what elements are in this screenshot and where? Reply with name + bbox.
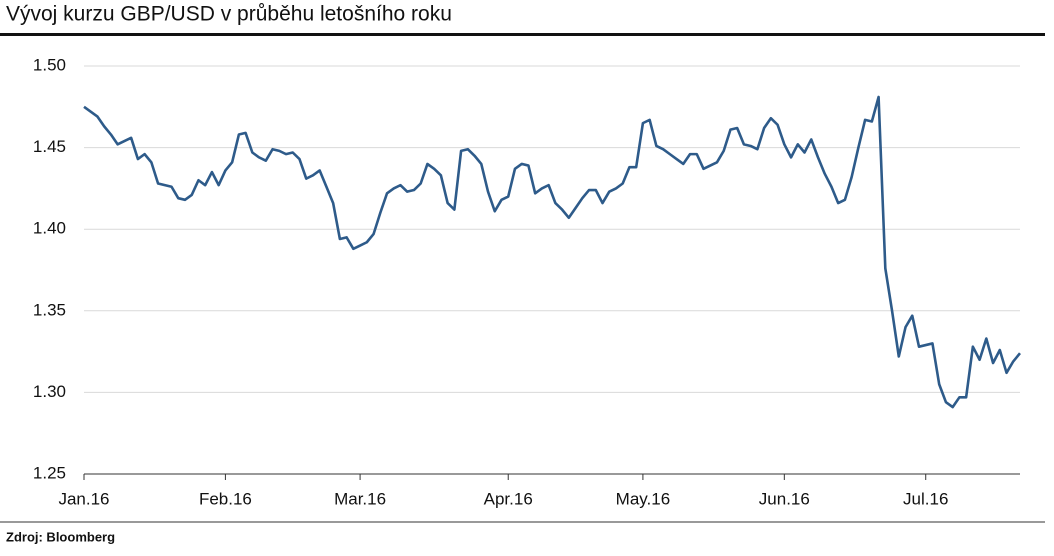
y-tick-label: 1.25: [33, 463, 66, 482]
x-tick-label: Jul.16: [903, 489, 948, 508]
y-tick-label: 1.50: [33, 55, 66, 74]
chart-title: Vývoj kurzu GBP/USD v průběhu letošního …: [6, 3, 452, 26]
y-tick-label: 1.35: [33, 300, 66, 319]
x-tick-label: Jan.16: [58, 489, 109, 508]
y-tick-label: 1.40: [33, 219, 66, 238]
x-tick-label: Feb.16: [199, 489, 252, 508]
y-tick-label: 1.45: [33, 137, 66, 156]
source-note: Zdroj: Bloomberg: [6, 529, 115, 544]
footer-rule: [0, 521, 1045, 523]
x-tick-label: Mar.16: [334, 489, 386, 508]
x-tick-label: May.16: [616, 489, 671, 508]
x-tick-label: Apr.16: [484, 489, 533, 508]
title-rule: [0, 33, 1045, 36]
x-tick-label: Jun.16: [759, 489, 810, 508]
y-tick-label: 1.30: [33, 382, 66, 401]
price-line: [83, 95, 1022, 409]
